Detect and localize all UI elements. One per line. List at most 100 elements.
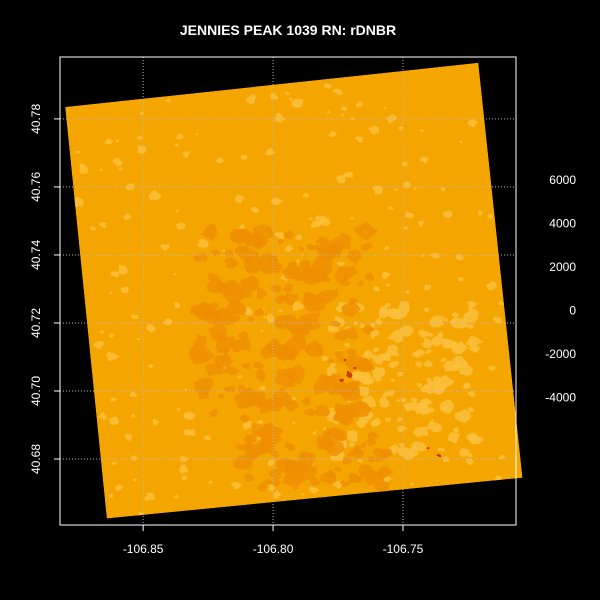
moderate-severity-patch — [298, 312, 322, 331]
low-severity-patch — [100, 330, 105, 335]
moderate-severity-patch — [262, 478, 273, 486]
low-severity-patch — [355, 419, 367, 429]
low-severity-patch — [420, 128, 425, 133]
y-tick-label: 40.74 — [29, 240, 43, 270]
y-tick-label: 40.72 — [29, 308, 43, 338]
low-severity-patch — [106, 351, 120, 362]
high-severity-patch — [353, 366, 357, 370]
moderate-severity-patch — [239, 275, 260, 293]
moderate-severity-patch — [297, 452, 316, 468]
low-severity-patch — [387, 206, 394, 211]
low-severity-patch — [396, 416, 403, 422]
low-severity-patch — [271, 197, 284, 206]
low-severity-patch — [404, 182, 408, 185]
low-severity-patch — [380, 353, 391, 361]
low-severity-patch — [454, 408, 472, 424]
moderate-severity-patch — [287, 261, 298, 270]
moderate-severity-patch — [206, 276, 227, 294]
low-severity-patch — [329, 362, 337, 367]
low-severity-patch — [426, 377, 432, 383]
moderate-severity-patch — [343, 326, 358, 340]
low-severity-patch — [109, 291, 113, 294]
low-severity-patch — [148, 189, 162, 201]
low-severity-patch — [258, 385, 266, 392]
moderate-severity-patch — [282, 283, 294, 293]
low-severity-patch — [447, 432, 461, 444]
low-severity-patch — [328, 407, 335, 412]
moderate-severity-patch — [302, 292, 327, 312]
moderate-severity-patch — [367, 431, 380, 442]
moderate-severity-patch — [330, 320, 341, 327]
moderate-severity-patch — [275, 294, 287, 304]
low-severity-patch — [414, 361, 423, 369]
moderate-severity-patch — [314, 244, 326, 252]
low-severity-patch — [432, 376, 442, 384]
low-severity-patch — [322, 427, 326, 431]
low-severity-patch — [453, 426, 459, 433]
low-severity-patch — [181, 151, 191, 158]
severe-severity-patch — [439, 455, 441, 457]
legend-tick-label: 4000 — [549, 217, 576, 231]
low-severity-patch — [451, 311, 459, 318]
moderate-severity-patch — [260, 259, 283, 275]
low-severity-patch — [246, 93, 257, 105]
low-severity-patch — [396, 448, 404, 454]
low-severity-patch — [372, 185, 383, 195]
low-severity-patch — [234, 194, 246, 204]
low-severity-patch — [183, 429, 196, 436]
low-severity-patch — [413, 402, 429, 414]
moderate-severity-patch — [274, 368, 296, 388]
moderate-severity-patch — [242, 444, 265, 460]
low-severity-patch — [370, 354, 377, 359]
low-severity-patch — [381, 271, 391, 280]
low-severity-patch — [430, 335, 446, 347]
low-severity-patch — [442, 210, 453, 219]
y-tick-label: 40.76 — [29, 172, 43, 202]
moderate-severity-patch — [364, 272, 375, 282]
low-severity-patch — [397, 371, 403, 377]
moderate-severity-patch — [324, 244, 343, 257]
low-severity-patch — [388, 361, 399, 369]
moderate-severity-patch — [239, 414, 251, 424]
moderate-severity-patch — [304, 340, 325, 357]
low-severity-patch — [175, 209, 180, 213]
low-severity-patch — [455, 254, 464, 261]
moderate-severity-patch — [231, 338, 251, 354]
moderate-severity-patch — [204, 363, 225, 377]
high-severity-patch — [346, 372, 353, 379]
low-severity-patch — [181, 475, 188, 481]
moderate-severity-patch — [211, 302, 220, 310]
legend-tick-label: 6000 — [549, 173, 576, 187]
moderate-severity-patch — [315, 344, 323, 353]
low-severity-patch — [326, 110, 331, 114]
moderate-severity-patch — [274, 314, 292, 330]
moderate-severity-patch — [223, 248, 234, 256]
x-tick-label: -106.80 — [253, 542, 294, 556]
moderate-severity-patch — [281, 335, 306, 353]
moderate-severity-patch — [257, 483, 268, 493]
plot-frame — [59, 56, 517, 526]
moderate-severity-patch — [283, 229, 295, 239]
high-severity-patch — [343, 358, 347, 362]
low-severity-patch — [146, 323, 156, 334]
low-severity-patch — [485, 281, 497, 291]
moderate-severity-patch — [244, 473, 255, 482]
moderate-severity-patch — [224, 386, 236, 393]
low-severity-patch — [413, 187, 417, 190]
moderate-severity-patch — [358, 464, 373, 478]
low-severity-patch — [195, 133, 199, 136]
moderate-severity-patch — [316, 435, 334, 450]
low-severity-patch — [118, 264, 128, 275]
low-severity-patch — [427, 332, 434, 338]
moderate-severity-patch — [234, 244, 261, 266]
moderate-severity-patch — [277, 238, 285, 245]
moderate-severity-patch — [361, 242, 373, 251]
y-tick-label: 40.70 — [29, 376, 43, 406]
low-severity-patch — [89, 226, 97, 231]
low-severity-patch — [398, 301, 410, 314]
low-severity-patch — [405, 289, 410, 294]
low-severity-patch — [385, 283, 391, 287]
low-severity-patch — [332, 88, 339, 93]
moderate-severity-patch — [348, 297, 359, 305]
low-severity-patch — [258, 419, 264, 424]
